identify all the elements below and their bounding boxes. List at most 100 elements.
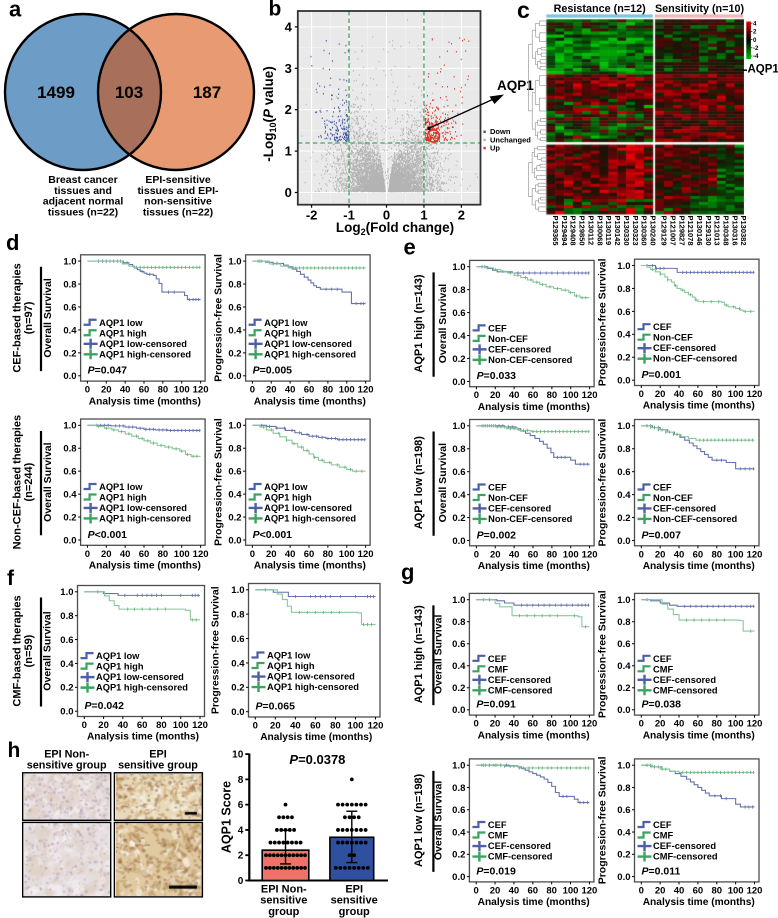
svg-text:60: 60 (693, 885, 704, 896)
svg-text:0: 0 (250, 549, 255, 560)
svg-text:Down: Down (490, 127, 511, 136)
svg-text:0.0: 0.0 (617, 872, 630, 883)
svg-text:P121007: P121007 (669, 216, 678, 246)
svg-text:Sensitivity (n=10): Sensitivity (n=10) (655, 3, 745, 15)
svg-text:120: 120 (582, 549, 598, 560)
svg-text:Non-CEF-censored: Non-CEF-censored (653, 514, 738, 524)
svg-text:0.4: 0.4 (617, 661, 631, 672)
svg-text:P<0.001: P<0.001 (88, 529, 128, 541)
svg-text:1.0: 1.0 (60, 587, 73, 598)
svg-text:80: 80 (323, 385, 334, 396)
svg-text:AQP1 high (n=143): AQP1 high (n=143) (413, 605, 425, 703)
svg-text:0.6: 0.6 (231, 634, 244, 645)
svg-text:AQP1 low (n=198): AQP1 low (n=198) (413, 773, 425, 867)
svg-text:120: 120 (581, 719, 597, 730)
svg-text:0.0: 0.0 (60, 707, 73, 718)
svg-text:AQP1 high: AQP1 high (99, 492, 147, 502)
svg-text:CMF-censored: CMF-censored (653, 685, 718, 695)
svg-text:0.6: 0.6 (617, 307, 630, 318)
svg-text:Unchanged: Unchanged (490, 135, 531, 144)
svg-text:-4: -4 (753, 53, 759, 60)
svg-text:CMF: CMF (488, 831, 508, 841)
svg-text:AQP1 high-censored: AQP1 high-censored (99, 513, 191, 523)
svg-text:100: 100 (174, 549, 190, 560)
svg-text:CMF: CMF (653, 831, 673, 841)
svg-text:0.8: 0.8 (60, 611, 73, 622)
svg-text:non-sensitive: non-sensitive (144, 196, 212, 208)
svg-text:80: 80 (158, 549, 169, 560)
svg-text:AQP1 high: AQP1 high (99, 328, 147, 338)
svg-text:0.4: 0.4 (228, 325, 242, 336)
svg-text:80: 80 (547, 549, 558, 560)
svg-text:AQP1 low (n=198): AQP1 low (n=198) (413, 436, 425, 530)
svg-text:0.2: 0.2 (452, 513, 465, 524)
svg-text:P130360: P130360 (640, 216, 649, 246)
svg-text:120: 120 (747, 719, 763, 730)
svg-text:20: 20 (655, 389, 666, 400)
svg-text:CMF-based therapies: CMF-based therapies (12, 595, 24, 706)
svg-text:0: 0 (82, 720, 87, 731)
svg-text:P=0.047: P=0.047 (88, 365, 128, 377)
svg-text:40: 40 (674, 719, 685, 730)
svg-text:60: 60 (304, 385, 315, 396)
svg-text:40: 40 (285, 549, 296, 560)
svg-text:0.6: 0.6 (617, 805, 630, 816)
svg-text:1.0: 1.0 (452, 262, 465, 273)
svg-text:AQP1 low: AQP1 low (264, 318, 308, 328)
svg-text:CEF-censored: CEF-censored (488, 675, 551, 685)
svg-text:0: 0 (639, 885, 644, 896)
svg-text:AQP1 high-censored: AQP1 high-censored (264, 349, 356, 359)
svg-text:0.6: 0.6 (617, 467, 630, 478)
svg-text:20: 20 (655, 885, 666, 896)
svg-text:0.4: 0.4 (228, 490, 242, 501)
svg-text:60: 60 (310, 721, 321, 732)
svg-text:0: 0 (639, 389, 644, 400)
svg-text:20: 20 (101, 549, 112, 560)
svg-text:0.0: 0.0 (452, 536, 465, 547)
svg-text:P=0.019: P=0.019 (476, 865, 516, 877)
svg-text:20: 20 (266, 549, 277, 560)
svg-text:20: 20 (490, 549, 501, 560)
svg-text:1.0: 1.0 (617, 595, 630, 606)
svg-text:AQP1 high: AQP1 high (96, 662, 144, 672)
svg-text:sensitive: sensitive (331, 895, 378, 907)
svg-text:20: 20 (655, 549, 666, 560)
svg-text:120: 120 (581, 885, 597, 896)
svg-text:AQP1 high-censored: AQP1 high-censored (264, 513, 356, 523)
svg-text:0.2: 0.2 (228, 512, 241, 523)
svg-text:Progression-free Survival: Progression-free Survival (597, 419, 609, 547)
svg-text:100: 100 (173, 720, 189, 731)
svg-text:Progression-free Survival: Progression-free Survival (597, 590, 609, 718)
svg-text:CEF-censored: CEF-censored (488, 841, 551, 851)
svg-text:0.8: 0.8 (231, 610, 244, 621)
svg-text:group: group (268, 906, 299, 918)
svg-text:100: 100 (563, 885, 579, 896)
svg-text:1.0: 1.0 (617, 261, 630, 272)
svg-text:40: 40 (120, 549, 131, 560)
svg-text:P130068: P130068 (595, 216, 604, 246)
svg-text:0: 0 (253, 721, 258, 732)
svg-text:-Log10(P value): -Log10(P value) (261, 66, 278, 162)
svg-text:Progression-free Survival: Progression-free Survival (213, 418, 225, 546)
svg-text:P=0.065: P=0.065 (256, 701, 296, 713)
svg-text:0.4: 0.4 (452, 827, 466, 838)
svg-text:0.0: 0.0 (452, 377, 465, 388)
svg-text:60: 60 (139, 549, 150, 560)
svg-text:0.2: 0.2 (617, 683, 630, 694)
svg-text:CEF: CEF (653, 654, 672, 664)
svg-text:0.4: 0.4 (231, 658, 245, 669)
svg-text:1.0: 1.0 (228, 421, 241, 432)
svg-text:AQP1 low: AQP1 low (267, 651, 311, 661)
svg-text:2: 2 (458, 208, 465, 223)
svg-text:60: 60 (528, 885, 539, 896)
svg-text:AQP1 high: AQP1 high (264, 328, 312, 338)
svg-text:Overall Survival: Overall Survival (42, 278, 54, 357)
svg-text:0.2: 0.2 (452, 354, 465, 365)
svg-text:Log2(Fold change): Log2(Fold change) (336, 220, 454, 237)
svg-text:Progression-free Survival: Progression-free Survival (210, 586, 222, 714)
svg-text:Analysis time (months): Analysis time (months) (478, 402, 590, 413)
svg-text:EPI Non-: EPI Non- (261, 884, 307, 896)
svg-text:Progression-free Survival: Progression-free Survival (597, 756, 609, 884)
svg-text:0.4: 0.4 (63, 325, 77, 336)
svg-text:P=0.091: P=0.091 (476, 699, 516, 711)
